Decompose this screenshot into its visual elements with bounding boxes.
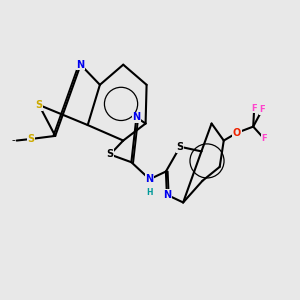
Text: S: S (35, 100, 43, 110)
Text: H: H (146, 188, 153, 197)
Text: F: F (251, 103, 257, 112)
Text: N: N (76, 60, 85, 70)
Text: S: S (176, 142, 184, 152)
Text: F: F (262, 134, 267, 143)
Text: N: N (163, 190, 171, 200)
Text: N: N (146, 174, 154, 184)
Text: -: - (11, 136, 15, 146)
Text: F: F (260, 105, 265, 114)
Text: S: S (27, 134, 34, 144)
Text: N: N (132, 112, 140, 122)
Text: S: S (106, 149, 114, 160)
Text: O: O (233, 128, 241, 138)
